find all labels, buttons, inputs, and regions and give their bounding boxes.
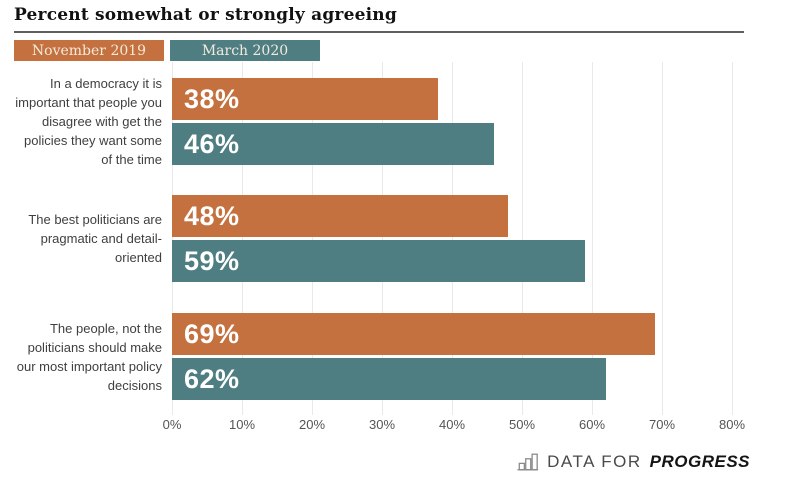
dfp-logo: DATA FOR PROGRESS	[517, 450, 750, 474]
bar-november-2019: 69%	[172, 313, 655, 355]
gridline	[382, 62, 383, 415]
bar-chart-icon	[517, 453, 539, 471]
bar-november-2019: 38%	[172, 78, 438, 120]
bar-value-label: 62%	[184, 363, 240, 394]
legend-item-november-2019: November 2019	[14, 40, 164, 61]
gridline	[452, 62, 453, 415]
bar-value-label: 69%	[184, 318, 240, 349]
bar-november-2019: 48%	[172, 195, 508, 237]
chart-title: Percent somewhat or strongly agreeing	[14, 5, 397, 25]
x-axis-tick: 50%	[508, 417, 536, 432]
x-axis-tick: 10%	[228, 417, 256, 432]
x-axis-tick: 0%	[162, 417, 182, 432]
category-row-best-politicians: The best politicians are pragmatic and d…	[0, 195, 800, 282]
x-axis: 0% 10% 20% 30% 40% 50% 60% 70% 80%	[0, 417, 800, 435]
category-label: The people, not the politicians should m…	[16, 320, 162, 393]
x-axis-tick: 80%	[718, 417, 746, 432]
bar-march-2020: 59%	[172, 240, 585, 282]
bar-march-2020: 46%	[172, 123, 494, 165]
plot-area	[172, 62, 733, 415]
legend-label: November 2019	[31, 42, 147, 59]
x-axis-tick: 30%	[368, 417, 396, 432]
x-axis-tick: 60%	[578, 417, 606, 432]
bar-march-2020: 62%	[172, 358, 606, 400]
bar-value-label: 46%	[184, 128, 240, 159]
category-row-people-not-politicians: The people, not the politicians should m…	[0, 313, 800, 400]
legend: November 2019 March 2020	[14, 40, 320, 61]
logo-text-progress: PROGRESS	[649, 452, 750, 471]
legend-label: March 2020	[201, 42, 289, 59]
gridline	[592, 62, 593, 415]
bar-value-label: 48%	[184, 200, 240, 231]
gridline	[172, 62, 173, 415]
bar-value-label: 38%	[184, 83, 240, 114]
logo-text-data-for: DATA FOR	[547, 452, 642, 471]
x-axis-tick: 40%	[438, 417, 466, 432]
gridline	[522, 62, 523, 415]
gridline	[662, 62, 663, 415]
category-label: In a democracy it is important that peop…	[15, 76, 162, 167]
legend-item-march-2020: March 2020	[170, 40, 320, 61]
gridline	[732, 62, 733, 415]
title-rule	[14, 31, 744, 33]
category-row-democracy: In a democracy it is important that peop…	[0, 76, 800, 167]
x-axis-tick: 20%	[298, 417, 326, 432]
bar-value-label: 59%	[184, 245, 240, 276]
gridline	[242, 62, 243, 415]
x-axis-tick: 70%	[648, 417, 676, 432]
category-label: The best politicians are pragmatic and d…	[28, 212, 162, 265]
gridline	[312, 62, 313, 415]
